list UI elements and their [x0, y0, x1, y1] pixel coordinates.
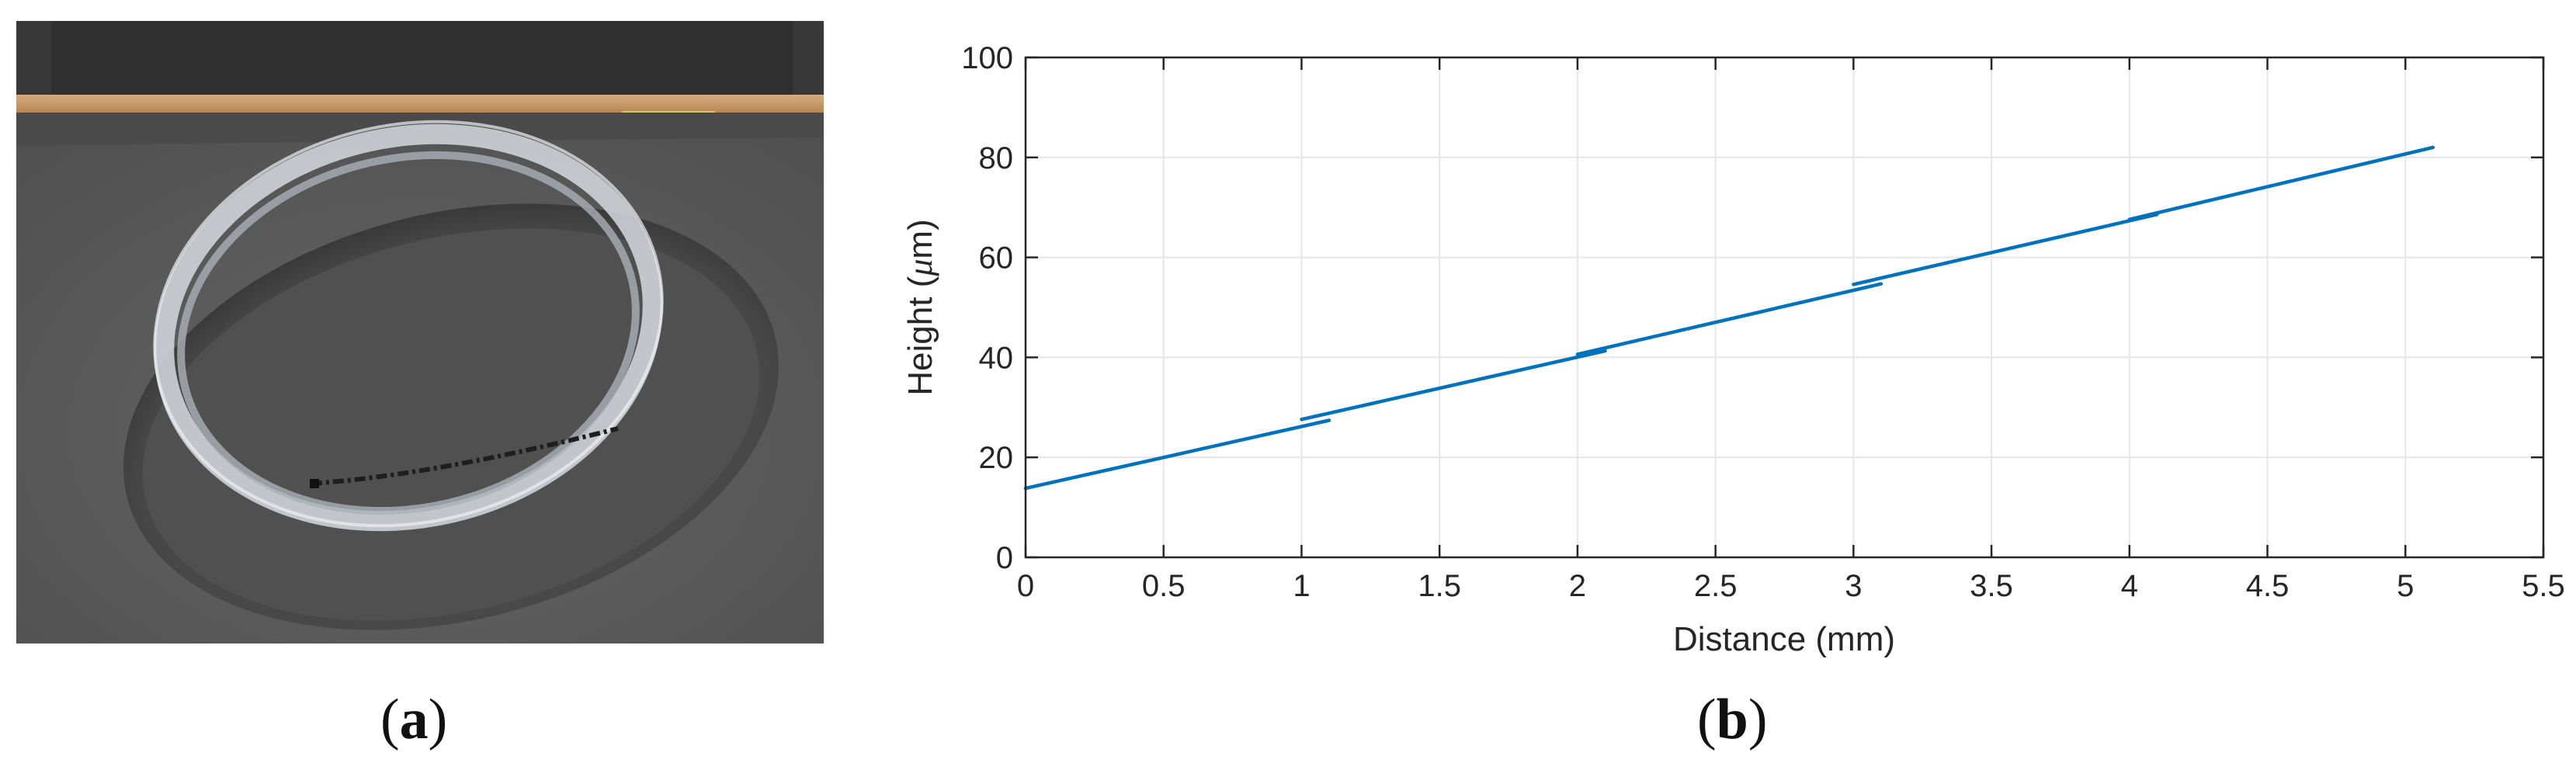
panel-label-b: (b): [1697, 688, 1768, 751]
x-tick-label: 0.5: [1142, 569, 1186, 603]
x-tick-label: 0: [1017, 569, 1034, 603]
height-profile-chart: 0 0.5 1 1.5 2 2.5 3 3.5 4 4.5 5 5.5 0 20 40 60 80 100 Dis…: [901, 41, 2565, 658]
y-tick-label: 20: [979, 441, 1014, 475]
profile-segment: [1023, 418, 1331, 491]
y-tick-label: 40: [979, 341, 1014, 375]
x-axis-label: Distance (mm): [1673, 620, 1895, 658]
profile-segment: [1300, 349, 1607, 421]
y-tick-label: 80: [979, 141, 1014, 175]
x-tick-label: 5.5: [2522, 569, 2565, 603]
y-tick-label: 0: [996, 541, 1013, 575]
glass-ring-inner: [177, 151, 640, 515]
ring-engraving: [311, 426, 619, 486]
x-tick-label: 3.5: [1970, 569, 2013, 603]
y-axis-label: Height (μm): [901, 219, 939, 395]
profile-segment: [2127, 145, 2435, 221]
ring-photo: [16, 21, 824, 643]
plot-frame: [1024, 56, 2545, 559]
glass-ring-outer: [154, 123, 663, 532]
y-tick-label: 100: [961, 41, 1013, 75]
x-tick-label: 1: [1293, 569, 1310, 603]
panel-label-a: (a): [380, 688, 448, 751]
x-tick-label: 4: [2121, 569, 2138, 603]
x-tick-label: 4.5: [2246, 569, 2290, 603]
x-tick-label: 2.5: [1694, 569, 1738, 603]
axis-ticks: 0 0.5 1 1.5 2 2.5 3 3.5 4 4.5 5 5.5 0 20 40 60 80 100: [961, 41, 2565, 603]
data-lines: [1023, 145, 2435, 491]
x-tick-label: 2: [1569, 569, 1586, 603]
profile-segment: [1575, 282, 1883, 356]
x-tick-label: 5: [2397, 569, 2414, 603]
x-tick-label: 3: [1845, 569, 1862, 603]
profile-segment: [1852, 212, 2159, 286]
y-tick-label: 60: [979, 241, 1014, 276]
x-tick-label: 1.5: [1418, 569, 1461, 603]
